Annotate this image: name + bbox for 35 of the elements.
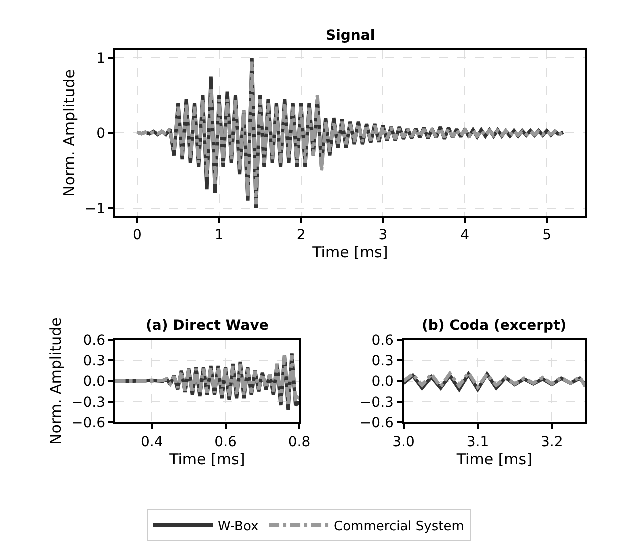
y-tick-label: 0.3: [372, 354, 394, 370]
chart-title: (a) Direct Wave: [146, 318, 269, 334]
y-tick-label: −0.6: [72, 416, 106, 432]
y-axis-title: Norm. Amplitude: [60, 70, 79, 197]
y-tick-label: 0: [96, 126, 106, 142]
x-tick-label: 1: [214, 228, 224, 244]
x-tick-label: 4: [460, 228, 470, 244]
x-tick-label: 3.0: [392, 434, 415, 450]
y-tick-label: 0.0: [372, 374, 394, 390]
x-axis-title: Time [ms]: [312, 244, 388, 262]
y-tick-label: 0.0: [83, 374, 106, 390]
x-tick-label: 3: [378, 228, 388, 244]
y-tick-label: −0.3: [360, 394, 394, 411]
y-tick-label: 0.3: [83, 354, 106, 370]
x-tick-label: 3.2: [541, 434, 564, 450]
x-tick-label: 0.8: [288, 434, 311, 450]
x-tick-label: 0.6: [214, 434, 238, 450]
y-tick-label: 1: [96, 50, 106, 67]
y-tick-label: −1: [84, 201, 106, 218]
x-tick-label: 2: [296, 228, 306, 244]
x-tick-label: 3.1: [466, 434, 490, 450]
y-tick-label: −0.3: [72, 394, 106, 411]
x-axis-title: Time [ms]: [456, 450, 532, 468]
chart-title: Signal: [326, 28, 376, 44]
x-tick-label: 5: [542, 228, 552, 244]
x-axis-title: Time [ms]: [168, 450, 246, 468]
y-tick-label: 0.6: [83, 332, 106, 349]
legend-label: W-Box: [218, 519, 260, 534]
y-tick-label: 0.6: [372, 332, 394, 349]
x-tick-label: 0.4: [140, 434, 164, 450]
y-axis-title: Norm. Amplitude: [47, 318, 66, 445]
y-tick-label: −0.6: [360, 416, 394, 432]
chart-title: (b) Coda (excerpt): [422, 318, 567, 334]
legend-label: Commercial System: [334, 519, 464, 534]
x-tick-label: 0: [132, 228, 142, 244]
